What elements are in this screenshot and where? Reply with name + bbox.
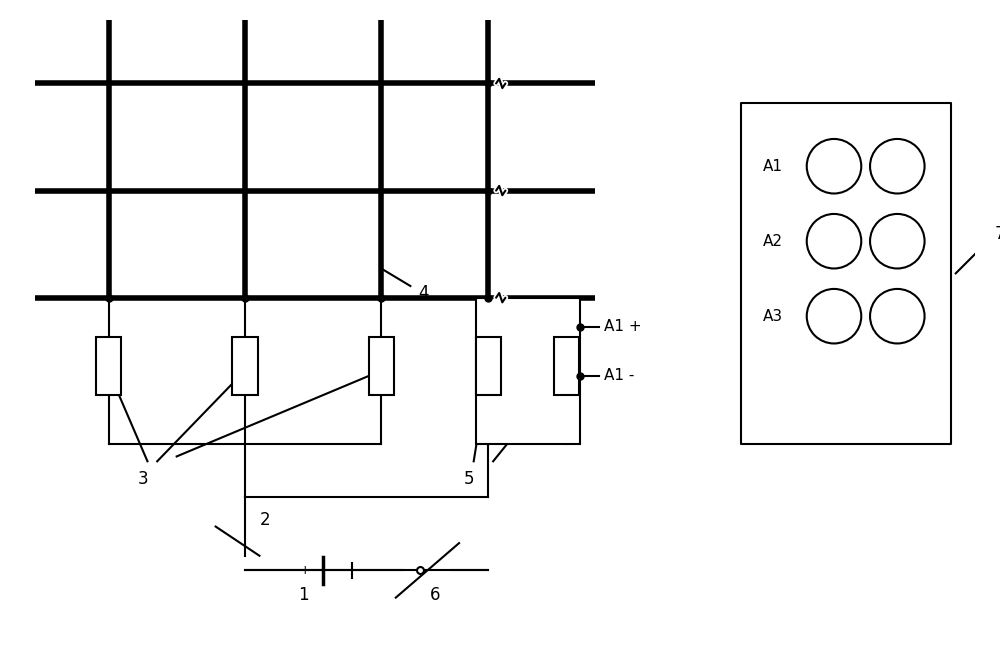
Text: +: + (300, 564, 311, 577)
Text: 1: 1 (298, 586, 309, 604)
Bar (96, 336, 121, 395)
Circle shape (807, 139, 861, 193)
Text: 2: 2 (259, 510, 270, 529)
Text: 6: 6 (429, 586, 440, 604)
Text: -: - (367, 564, 372, 577)
Bar (369, 336, 394, 395)
Text: A1 +: A1 + (604, 320, 642, 334)
Bar (232, 336, 258, 395)
Text: A1: A1 (763, 159, 783, 174)
Circle shape (807, 214, 861, 269)
Bar (554, 336, 579, 395)
Circle shape (807, 289, 861, 344)
Text: +: + (828, 159, 840, 174)
Circle shape (870, 214, 925, 269)
Bar (741, 103, 951, 444)
Text: A3: A3 (763, 309, 783, 324)
Text: −: − (890, 157, 904, 175)
Bar (476, 336, 501, 395)
Text: A1 -: A1 - (604, 368, 635, 383)
Text: 4: 4 (418, 284, 429, 302)
Text: 5: 5 (464, 470, 474, 488)
Text: −: − (890, 232, 904, 250)
Circle shape (870, 289, 925, 344)
Text: A2: A2 (763, 234, 783, 248)
Text: +: + (828, 309, 840, 324)
Text: +: + (828, 234, 840, 248)
Text: 7: 7 (995, 225, 1000, 243)
Text: 3: 3 (137, 470, 148, 488)
Circle shape (870, 139, 925, 193)
Text: −: − (890, 307, 904, 325)
Bar (476, 298, 580, 444)
